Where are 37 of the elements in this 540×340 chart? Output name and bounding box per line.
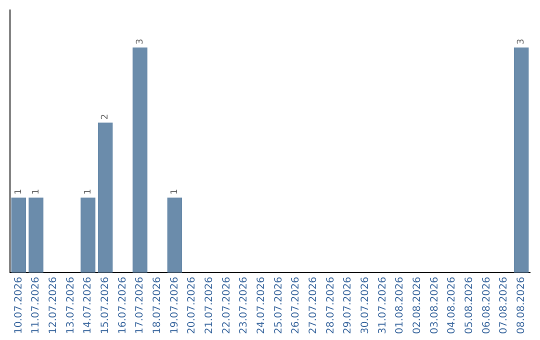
x-tick-label: 02.08.2026 — [412, 276, 423, 334]
x-tick-label: 15.07.2026 — [100, 276, 111, 334]
x-tick-label: 24.07.2026 — [256, 276, 267, 334]
data-label: 1 — [14, 188, 24, 195]
data-label: 3 — [135, 38, 146, 45]
x-tick-label: 27.07.2026 — [308, 276, 319, 334]
x-tick-label: 13.07.2026 — [65, 276, 76, 334]
x-tick-label: 14.07.2026 — [82, 276, 94, 334]
data-label: 2 — [100, 114, 111, 120]
x-tick-label: 11.07.2026 — [30, 276, 42, 334]
x-tick-label: 07.08.2026 — [498, 276, 510, 334]
x-tick-label: 30.07.2026 — [360, 276, 371, 334]
x-tick-label: 19.07.2026 — [169, 276, 180, 334]
x-tick-label: 04.08.2026 — [446, 276, 458, 334]
x-tick-label: 10.07.2026 — [13, 276, 24, 334]
x-tick-label: 29.07.2026 — [342, 276, 354, 334]
x-tick-label: 17.07.2026 — [134, 276, 146, 334]
x-tick-label: 08.08.2026 — [516, 276, 527, 334]
x-tick-label: 28.07.2026 — [325, 276, 336, 334]
x-tick-label: 12.07.2026 — [48, 276, 59, 334]
x-tick-label: 20.07.2026 — [186, 276, 198, 334]
x-tick-label: 23.07.2026 — [238, 276, 250, 334]
x-tick-label: 21.07.2026 — [204, 276, 215, 334]
x-tick-label: 18.07.2026 — [152, 276, 163, 334]
data-label: 3 — [516, 38, 527, 45]
x-tick-label: 05.08.2026 — [464, 276, 475, 334]
data-label: 1 — [170, 188, 180, 195]
x-tick-label: 26.07.2026 — [290, 276, 302, 334]
x-tick-label: 25.07.2026 — [273, 276, 284, 334]
x-tick-label: 22.07.2026 — [221, 276, 232, 334]
x-tick-label: 31.07.2026 — [377, 276, 388, 334]
data-label: 1 — [83, 188, 94, 195]
x-tick-label: 01.08.2026 — [394, 276, 406, 334]
x-tick-label: 16.07.2026 — [117, 276, 128, 334]
data-label: 1 — [31, 188, 42, 195]
x-tick-label: 03.08.2026 — [429, 276, 440, 334]
x-tick-label: 06.08.2026 — [481, 276, 492, 334]
